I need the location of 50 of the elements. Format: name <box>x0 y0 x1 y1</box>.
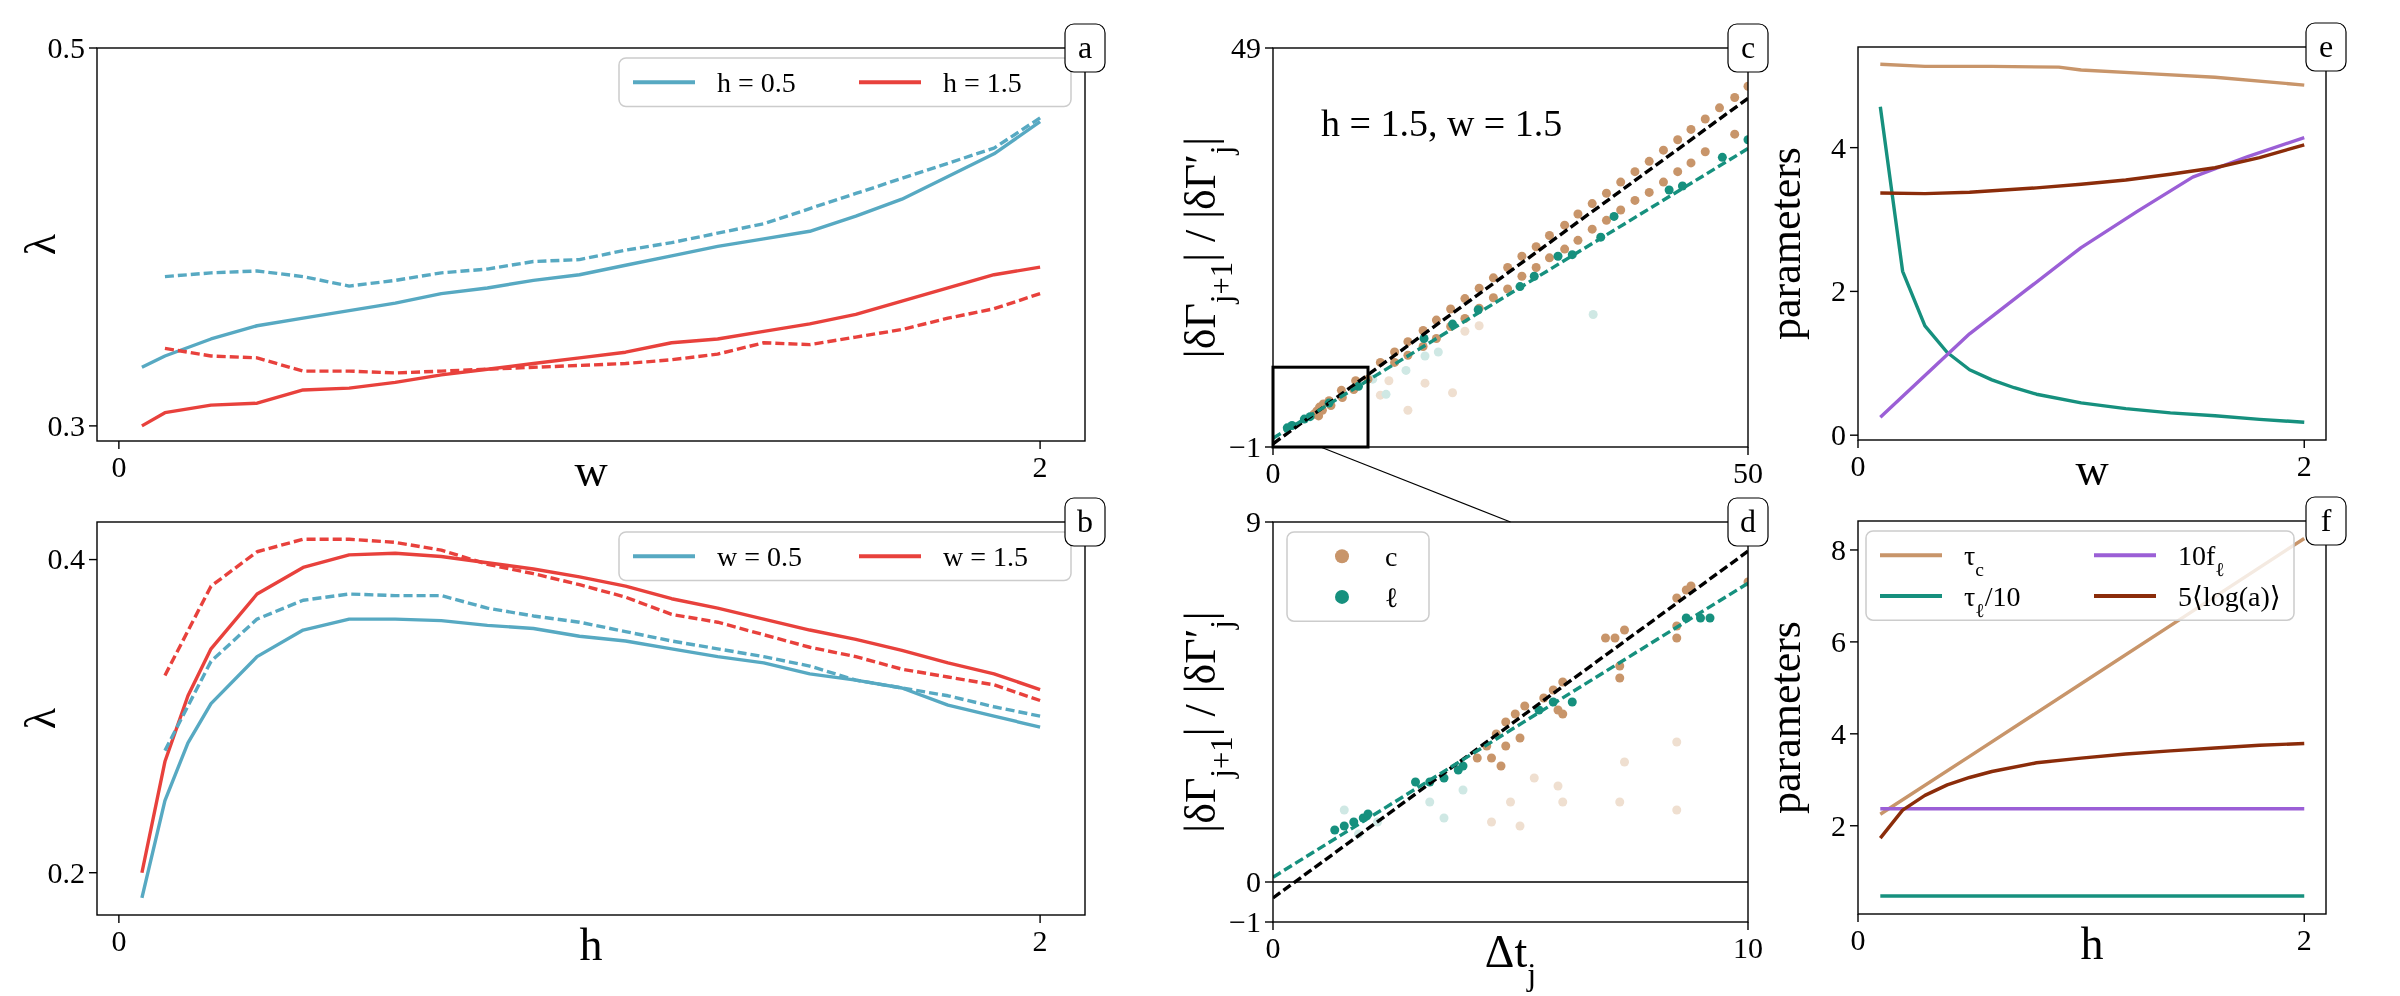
x-tick-label: 2 <box>2296 449 2312 482</box>
y-tick-label: 4 <box>1831 716 1846 750</box>
x-tick-label: 0 <box>111 450 127 483</box>
x-tick-label: 2 <box>1032 450 1048 483</box>
y-tick-label: 0 <box>1246 864 1261 898</box>
y-axis-title: parameters <box>1761 147 1810 340</box>
annotation: h = 1.5, w = 1.5 <box>1321 102 1563 144</box>
y-tick-label: −1 <box>1229 429 1261 463</box>
annotation: a <box>1077 29 1093 65</box>
legend-label: τ$_{ℓ}$/10 <box>1964 580 2021 621</box>
x-tick-label: 0 <box>111 924 127 957</box>
y-tick-label: 8 <box>1831 532 1846 566</box>
x-axis-title: w <box>574 445 609 496</box>
x-tick-label: 2 <box>1032 924 1048 957</box>
x-axis-title: Δt$_{j}$ <box>1484 926 1537 992</box>
legend-label: w = 1.5 <box>943 541 1029 573</box>
annotation: d <box>1740 503 1756 539</box>
legend-label: h = 1.5 <box>943 67 1022 99</box>
x-tick-label: 10 <box>1733 931 1763 964</box>
y-tick-label: 0.3 <box>47 408 85 442</box>
y-tick-label: 0 <box>1831 418 1846 452</box>
annotation: c <box>1740 29 1756 65</box>
annotation: b <box>1077 503 1093 539</box>
legend-label: 5⟨log(a)⟩ <box>2178 580 2281 612</box>
legend-label: w = 0.5 <box>717 541 803 573</box>
y-tick-label: 9 <box>1246 504 1261 538</box>
legend-label: c <box>1385 541 1398 573</box>
legend-label: ℓ <box>1385 581 1399 613</box>
y-tick-label: 2 <box>1831 274 1846 308</box>
x-tick-label: 2 <box>2296 923 2312 956</box>
x-axis-title: h <box>2080 918 2104 969</box>
legend-label: τ$_{c}$ <box>1964 540 1985 580</box>
legend-label: h = 0.5 <box>717 67 796 99</box>
y-tick-label: 0.2 <box>47 855 85 889</box>
x-tick-label: 50 <box>1733 456 1763 489</box>
annotation: e <box>2318 28 2334 64</box>
y-axis-title: λ <box>16 707 65 730</box>
legend-label: 10f$_{ℓ}$ <box>2178 540 2225 580</box>
y-axis-title: parameters <box>1761 621 1810 814</box>
x-axis-title: h <box>579 919 603 970</box>
y-tick-label: 49 <box>1231 30 1261 64</box>
y-tick-label: 0.5 <box>47 30 85 64</box>
y-tick-label: −1 <box>1229 904 1261 938</box>
annotation: f <box>2320 502 2332 538</box>
y-tick-label: 0.4 <box>47 542 85 576</box>
y-tick-label: 4 <box>1831 130 1846 164</box>
y-axis-title: λ <box>16 233 65 256</box>
x-axis-title: w <box>2075 444 2110 495</box>
y-tick-label: 2 <box>1831 808 1846 842</box>
y-tick-label: 6 <box>1831 624 1846 658</box>
